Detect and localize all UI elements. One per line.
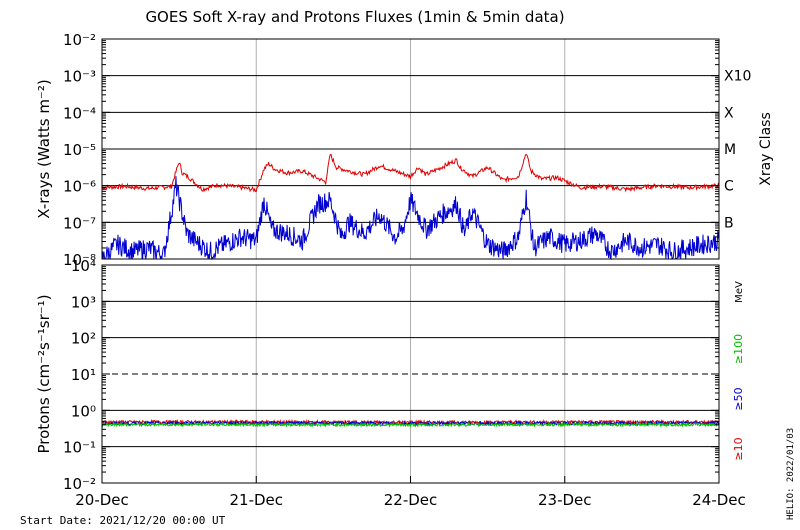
helio-date-stamp: HELIO: 2022/01/03: [786, 428, 796, 520]
xray-y-tick-label: 10⁻⁴: [63, 104, 96, 122]
proton-energy-label: ≥50: [732, 387, 745, 410]
xray-y-tick-label: 10⁻⁸: [63, 251, 96, 269]
xray-y-axis-label: X-rays (Watts m⁻²): [35, 79, 53, 218]
xray-class-label: B: [724, 215, 734, 231]
proton-y-tick-label: 10⁴: [71, 257, 96, 275]
xray-class-axis-label: Xray Class: [758, 112, 774, 186]
xray-class-label: X: [724, 105, 734, 121]
start-date-label: Start Date: 2021/12/20 00:00 UT: [20, 514, 226, 527]
proton-y-tick-label: 10²: [71, 330, 96, 348]
x-tick-label: 22-Dec: [384, 491, 438, 509]
proton-y-tick-label: 10¹: [71, 366, 96, 384]
proton-y-tick-label: 10⁰: [71, 402, 96, 420]
proton-y-tick-label: 10³: [71, 293, 96, 311]
x-tick-label: 20-Dec: [75, 491, 129, 509]
proton-energy-label: ≥100: [732, 334, 745, 364]
proton-y-tick-label: 10⁻¹: [63, 439, 96, 457]
x-tick-label: 23-Dec: [538, 491, 592, 509]
x-tick-label: 24-Dec: [692, 491, 746, 509]
proton-y-axis-label: Protons (cm⁻²s⁻¹sr⁻¹): [35, 294, 53, 453]
proton-energy-label: ≥10: [732, 437, 745, 460]
proton-y-tick-label: 10⁻²: [63, 475, 96, 493]
xray-class-label: X10: [724, 69, 751, 85]
proton-units-label: MeV: [734, 281, 745, 303]
xray-long-series: [101, 153, 720, 193]
xray-y-tick-label: 10⁻³: [63, 68, 96, 86]
xray-short-series: [101, 176, 720, 261]
x-axis: 20-Dec 21-Dec 22-Dec 23-Dec 24-Dec: [75, 476, 746, 509]
proton-50mev-series: [101, 419, 720, 427]
xray-class-label: M: [724, 142, 736, 158]
xray-class-label: C: [724, 179, 734, 195]
proton-100mev-series: [101, 421, 720, 428]
xray-y-tick-label: 10⁻⁷: [63, 214, 96, 232]
chart-title: GOES Soft X-ray and Protons Fluxes (1min…: [145, 8, 564, 26]
proton-panel: 10⁻² 10⁻¹ 10⁰ 10¹ 10² 10³ 10⁴ Protons (cm⁻²s⁻¹…: [35, 257, 745, 493]
x-tick-label: 21-Dec: [229, 491, 283, 509]
xray-y-tick-label: 10⁻²: [63, 31, 96, 49]
xray-y-tick-label: 10⁻⁵: [63, 141, 96, 159]
xray-y-tick-label: 10⁻⁶: [63, 178, 96, 196]
xray-panel: 10⁻⁸ 10⁻⁷ 10⁻⁶ 10⁻⁵ 10⁻⁴ 10⁻³ 10⁻² B C M X X10 X-r…: [35, 31, 774, 269]
